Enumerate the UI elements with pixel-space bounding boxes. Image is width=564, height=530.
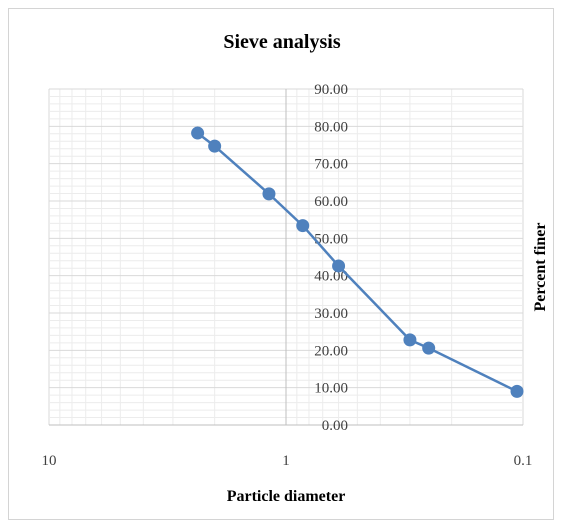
y-tick-label: 0.00 xyxy=(322,418,348,434)
y-tick-label: 60.00 xyxy=(314,194,348,210)
data-point xyxy=(296,219,310,233)
y-tick-label: 40.00 xyxy=(314,269,348,285)
data-point xyxy=(191,126,205,140)
data-point xyxy=(510,384,524,398)
chart-frame: Sieve analysis 0.00 10.00 20.00 30.00 40.00 5… xyxy=(8,8,554,520)
data-point xyxy=(422,341,436,355)
y-tick-label: 30.00 xyxy=(314,306,348,322)
x-tick-label: 0.1 xyxy=(514,453,533,469)
y-tick-label: 20.00 xyxy=(314,343,348,359)
y-tick-label: 50.00 xyxy=(314,231,348,247)
series-layer xyxy=(191,126,524,398)
axes: 0.00 10.00 20.00 30.00 40.00 50.00 60.00 70.00 8… xyxy=(42,82,533,469)
data-point xyxy=(403,333,417,347)
data-point xyxy=(262,187,276,201)
data-point xyxy=(332,259,346,273)
data-point xyxy=(208,139,222,153)
y-tick-label: 80.00 xyxy=(314,119,348,135)
x-axis-title: Particle diameter xyxy=(227,488,346,505)
sieve-chart: Sieve analysis 0.00 10.00 20.00 30.00 40.00 5… xyxy=(42,31,550,505)
y-tick-label: 90.00 xyxy=(314,82,348,98)
y-tick-label: 10.00 xyxy=(314,381,348,397)
x-tick-label: 1 xyxy=(282,453,290,469)
y-axis-title: Percent finer xyxy=(532,223,549,312)
x-tick-label: 10 xyxy=(42,453,57,469)
y-tick-label: 70.00 xyxy=(314,157,348,173)
chart-title: Sieve analysis xyxy=(223,31,340,53)
